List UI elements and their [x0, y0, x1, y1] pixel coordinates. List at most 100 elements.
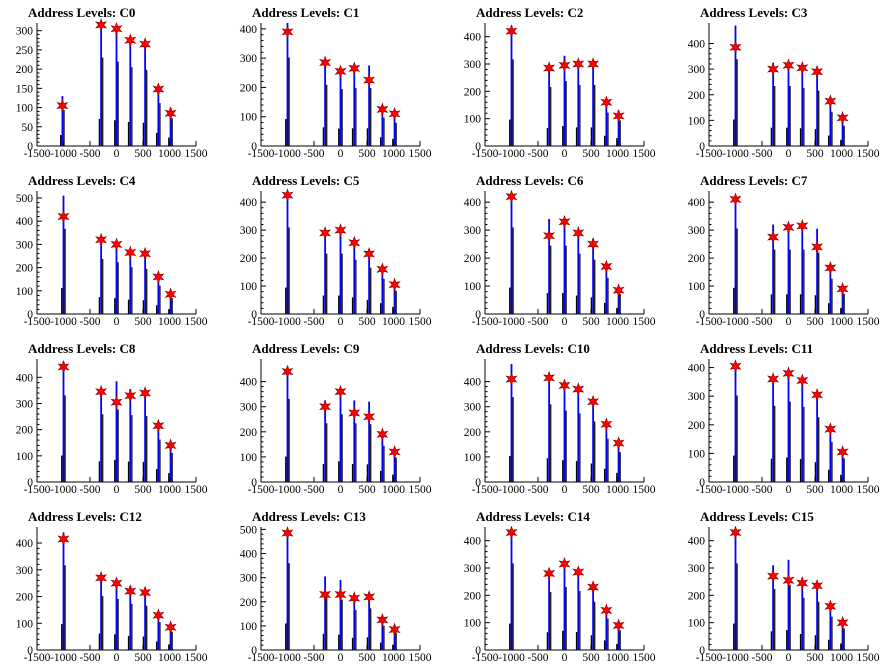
histogram-bar	[605, 421, 608, 482]
histogram-bar-side	[512, 397, 514, 482]
peak-marker	[376, 612, 389, 627]
x-tick-label: 1000	[382, 316, 405, 328]
peak-marker	[139, 585, 152, 600]
histogram-bar-side	[803, 249, 805, 314]
peak-marker	[587, 237, 600, 252]
histogram-bar	[577, 386, 580, 482]
histogram-bar-side	[338, 128, 340, 146]
histogram-bar	[339, 387, 342, 482]
histogram-bar	[510, 25, 513, 146]
histogram-bar-side	[338, 295, 340, 314]
y-tick-label: 0	[251, 141, 257, 153]
x-tick-label: 1500	[185, 316, 208, 328]
histogram-bar-side	[142, 461, 145, 482]
y-tick-label: 100	[688, 618, 706, 630]
histogram-bar-side	[789, 249, 791, 314]
peak-marker	[558, 58, 571, 73]
histogram-peak	[767, 224, 780, 314]
chart-panel-12: Address Levels: C12 0 100 200 300 400 -1500 -10…	[0, 504, 224, 672]
histogram-bar-side	[351, 128, 354, 146]
y-tick-label: 400	[240, 197, 258, 209]
x-tick-label: 0	[562, 652, 568, 664]
y-tick-label: 0	[475, 477, 481, 489]
histogram-bar-side	[512, 59, 514, 146]
histogram-bar	[605, 263, 608, 314]
histogram-bar	[324, 61, 327, 147]
x-tick-label: 1500	[185, 484, 208, 496]
x-tick-label: 1500	[185, 148, 208, 160]
histogram-bar-side	[818, 252, 820, 314]
y-tick-label: 100	[464, 452, 482, 464]
chart-svg: 0 100 200 300 400 -1500 -1000 -500 0 500 1000 1500	[16, 527, 208, 664]
peak-marker	[388, 277, 401, 292]
x-tick-label: -500	[751, 652, 772, 664]
histogram-bar-side	[127, 121, 130, 146]
histogram-bar-side	[550, 404, 552, 482]
histogram-bar	[617, 110, 620, 146]
histogram-bar	[510, 193, 513, 314]
peak-marker	[319, 55, 332, 70]
x-tick-label: 500	[358, 148, 376, 160]
histogram-bar-side	[155, 641, 158, 650]
chart-svg: 0 100 200 300 400 -1500 -1000 -500 0 500 1000 1500	[688, 359, 880, 496]
histogram-bar-side	[590, 297, 593, 314]
histogram-peak	[334, 223, 347, 314]
histogram-peak	[767, 372, 780, 482]
chart-svg: 0 100 200 300 400 500 -1500 -1000 -500 0 500 1000 15…	[16, 191, 208, 328]
histogram-bar-side	[395, 290, 397, 314]
chart-panel-1: Address Levels: C1 0 100 200 300 400 -1500 -100…	[224, 0, 448, 168]
x-tick-label: -500	[527, 484, 548, 496]
histogram-bar-side	[512, 227, 514, 314]
peak-marker	[543, 370, 556, 385]
y-tick-label: 200	[464, 427, 482, 439]
x-tick-label: -500	[751, 148, 772, 160]
histogram-bar-side	[326, 423, 328, 482]
peak-marker	[767, 372, 780, 386]
histogram-bar	[144, 390, 147, 482]
histogram-bar-side	[607, 277, 609, 314]
histogram-bar	[353, 65, 356, 146]
y-tick-label: 300	[688, 563, 706, 575]
histogram-bar	[324, 230, 327, 314]
x-tick-label: 1500	[185, 652, 208, 664]
histogram-bar-side	[171, 452, 173, 482]
histogram-bar-side	[392, 644, 394, 650]
histogram-bar	[286, 193, 289, 314]
y-tick-label: 200	[688, 420, 706, 432]
histogram-bar	[393, 625, 396, 650]
histogram-bar-side	[619, 452, 621, 482]
chart-panel-9: Address Levels: C9 0 100 200 300 400 -1500 -100…	[224, 336, 448, 504]
histogram-bar	[100, 237, 103, 314]
y-tick-label: 300	[240, 402, 258, 414]
x-tick-label: 500	[582, 148, 600, 160]
x-tick-label: -500	[79, 484, 100, 496]
y-tick-label: 0	[251, 309, 257, 321]
x-tick-label: -1500	[696, 148, 723, 160]
y-tick-label: 200	[240, 597, 258, 609]
y-tick-label: 300	[464, 59, 482, 71]
histogram-bar-side	[127, 461, 130, 482]
x-tick-label: 1500	[409, 148, 432, 160]
x-tick-label: 1500	[857, 316, 880, 328]
histogram-bar	[577, 568, 580, 650]
histogram-bar-side	[616, 472, 618, 482]
histogram-bar-side	[603, 302, 606, 314]
peak-marker	[281, 364, 294, 379]
y-tick-label: 100	[688, 448, 706, 460]
histogram-bar	[734, 529, 737, 650]
peak-marker	[164, 438, 177, 453]
peak-marker	[572, 57, 585, 71]
histogram-bar-side	[814, 295, 817, 314]
x-tick-label: -1500	[24, 148, 51, 160]
histogram-bar-side	[142, 636, 145, 650]
histogram-peak	[124, 584, 137, 650]
histogram-bar	[617, 622, 620, 650]
chart-title: Address Levels: C8	[28, 341, 136, 356]
histogram-peak	[811, 64, 824, 146]
histogram-peak	[612, 436, 625, 482]
peak-marker	[836, 445, 849, 459]
y-tick-label: 50	[22, 122, 34, 134]
histogram-bar-side	[579, 84, 581, 146]
peak-marker	[587, 394, 600, 409]
histogram-bar	[353, 594, 356, 650]
